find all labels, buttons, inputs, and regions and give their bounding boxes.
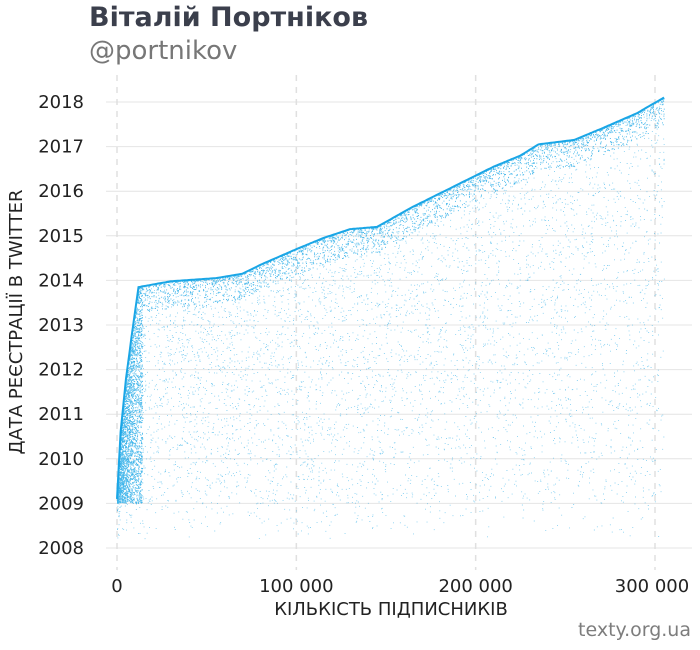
- y-tick-label: 2018: [38, 92, 84, 113]
- x-tick-label: 0: [111, 576, 122, 597]
- y-tick-label: 2017: [38, 137, 84, 158]
- chart-title: Віталій Портніков: [89, 2, 369, 33]
- y-tick-label: 2009: [38, 493, 84, 514]
- y-tick-label: 2011: [38, 404, 84, 425]
- y-tick-label: 2014: [38, 270, 84, 291]
- tick-layer: 2008 2009 2010 2011 2012 2013 2014 2015 2016 2017…: [38, 92, 689, 597]
- y-tick-label: 2016: [38, 181, 84, 202]
- y-tick-label: 2012: [38, 360, 84, 381]
- y-tick-label: 2008: [38, 538, 84, 559]
- y-tick-label: 2015: [38, 226, 84, 247]
- x-tick-label: 300 000: [615, 576, 689, 597]
- registration-date-edge: [116, 96, 665, 499]
- follower-points: [117, 103, 665, 540]
- x-tick-label: 100 000: [259, 576, 333, 597]
- x-tick-label: 200 000: [438, 576, 512, 597]
- follower-points-dense: [117, 97, 665, 512]
- chart-subtitle: @portnikov: [89, 36, 238, 66]
- y-tick-label: 2010: [38, 449, 84, 470]
- y-tick-label: 2013: [38, 315, 84, 336]
- source-credit: texty.org.ua: [578, 619, 691, 641]
- grid-layer: [106, 75, 692, 570]
- x-axis-label: КІЛЬКІСТЬ ПІДПИСНИКІВ: [274, 599, 508, 620]
- y-axis-label: ДАТА РЕЄСТРАЦІЇ В TWITTER: [6, 190, 27, 455]
- point-layer: [116, 96, 665, 540]
